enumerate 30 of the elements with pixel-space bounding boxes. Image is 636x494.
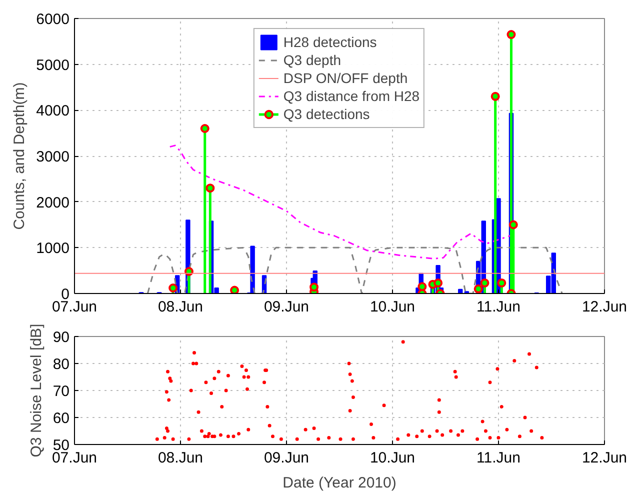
y-tick-label: 80 bbox=[52, 356, 70, 373]
legend-label: H28 detections bbox=[283, 33, 377, 51]
x-axis-title: Date (Year 2010) bbox=[282, 474, 396, 492]
legend-label: Q3 detections bbox=[283, 105, 370, 123]
legend-label: Q3 distance from H28 bbox=[283, 87, 420, 105]
y-tick-label: 5000 bbox=[36, 56, 70, 74]
x-tick-label: 07.Jun bbox=[52, 450, 98, 466]
y-axis-title: Q3 Noise Level [dB] bbox=[28, 324, 45, 458]
x-tick-label: 11.Jun bbox=[476, 298, 520, 316]
x-tick-label: 12.Jun bbox=[582, 450, 628, 466]
x-tick-label: 07.Jun bbox=[52, 298, 98, 316]
x-tick-label: 09.Jun bbox=[264, 450, 310, 466]
y-tick-label: 4000 bbox=[36, 102, 70, 120]
x-tick-label: 10.Jun bbox=[370, 450, 416, 466]
x-tick-label: 08.Jun bbox=[158, 450, 204, 466]
y-tick-label: 6000 bbox=[36, 11, 70, 28]
legend-label: DSP ON/OFF depth bbox=[283, 69, 408, 87]
y-axis-title: Counts, and Depth(m) bbox=[11, 82, 28, 230]
legend-label: Q3 depth bbox=[283, 51, 342, 69]
x-tick-label: 09.Jun bbox=[264, 298, 310, 316]
y-tick-label: 3000 bbox=[36, 148, 70, 166]
y-tick-label: 90 bbox=[52, 329, 70, 346]
x-tick-label: 10.Jun bbox=[370, 298, 416, 316]
y-tick-label: 2000 bbox=[36, 194, 70, 212]
y-tick-label: 1000 bbox=[36, 240, 70, 258]
x-tick-label: 08.Jun bbox=[158, 298, 204, 316]
y-tick-label: 70 bbox=[52, 383, 70, 400]
x-tick-label: 11.Jun bbox=[476, 450, 520, 466]
x-tick-label: 12.Jun bbox=[582, 298, 628, 316]
y-tick-label: 60 bbox=[52, 410, 70, 427]
